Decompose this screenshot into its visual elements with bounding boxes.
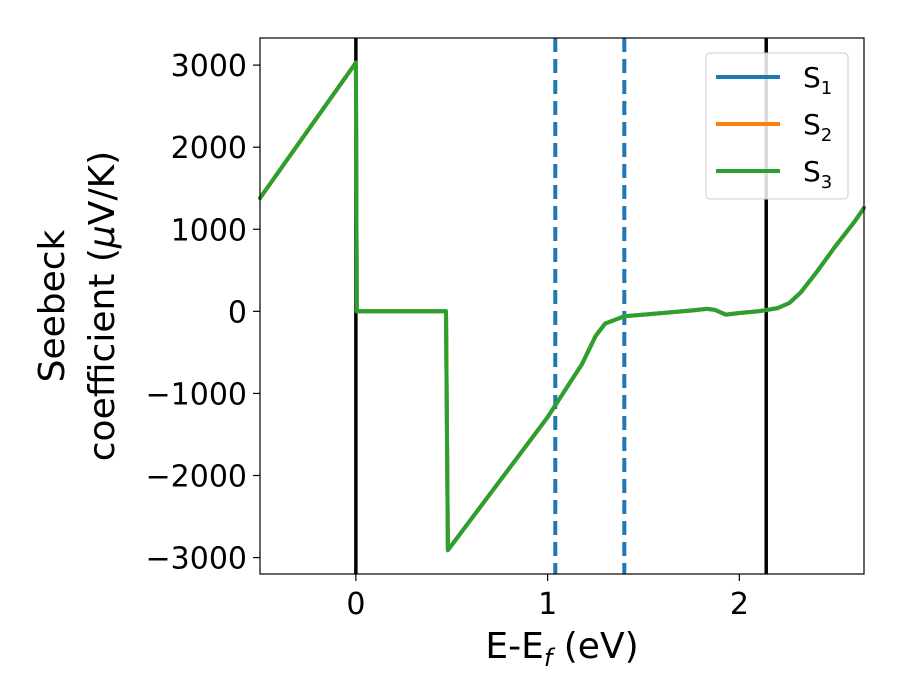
x-axis-ticks: 0 1 2	[346, 574, 749, 622]
legend-label-2: S2	[803, 108, 832, 146]
plot-frame	[259, 37, 865, 575]
y-axis-ticks: 3000 2000 1000 0 −1000 −2000 −3000	[146, 49, 260, 577]
legend-label-3: S3	[803, 155, 832, 193]
y-axis-title-line2: coefficient (μV/K)	[82, 151, 123, 461]
y-tick-label-0: 3000	[171, 49, 247, 84]
y-tick-label-5: −2000	[146, 460, 247, 495]
series-line-3	[258, 60, 866, 553]
vertical-reference-lines	[354, 38, 768, 574]
x-tick-label-2: 2	[730, 587, 749, 622]
y-axis-title: Seebeck coefficient (μV/K)	[32, 151, 123, 461]
y-tick-label-2: 1000	[171, 213, 247, 248]
y-axis-title-line1: Seebeck	[32, 229, 73, 382]
x-axis-title: E-Ef (eV)	[485, 626, 638, 672]
y-tick-label-4: −1000	[146, 377, 247, 412]
legend-label-1: S1	[803, 61, 832, 99]
x-tick-label-0: 0	[346, 587, 365, 622]
y-tick-label-1: 2000	[171, 131, 247, 166]
legend: S1 S2 S3	[705, 52, 849, 200]
x-tick-label-1: 1	[538, 587, 557, 622]
y-tick-label-3: 0	[228, 295, 247, 330]
series-group	[258, 60, 866, 553]
y-tick-label-6: −3000	[146, 542, 247, 577]
